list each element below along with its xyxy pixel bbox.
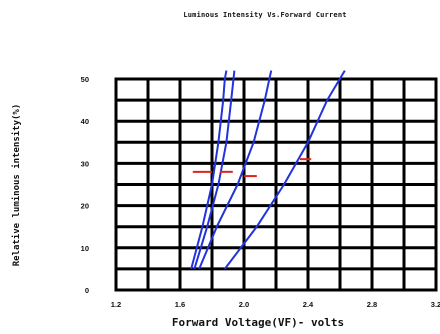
x-tick-label: 1.6	[175, 300, 185, 309]
x-tick-label: 3.2	[431, 300, 440, 309]
y-tick-labels: 0 10 20 30 40 50	[81, 75, 89, 295]
series-line-3	[198, 70, 273, 270]
x-tick-label: 1.2	[111, 300, 121, 309]
intensity-markers	[192, 158, 312, 178]
chart-title: Luminous Intensity Vs.Forward Current	[183, 11, 346, 19]
y-tick-label: 0	[85, 286, 89, 295]
series-lines	[190, 70, 346, 270]
x-tick-label: 2.8	[367, 300, 377, 309]
x-tick-labels: 1.2 1.6 2.0 2.4 2.8 3.2	[111, 300, 440, 309]
series-line-2	[193, 70, 236, 270]
series-line-4	[224, 70, 346, 270]
series-line-1	[190, 70, 228, 270]
y-tick-label: 10	[81, 244, 89, 253]
y-tick-label: 40	[81, 117, 89, 126]
y-tick-label: 30	[81, 159, 89, 168]
x-tick-label: 2.4	[303, 300, 314, 309]
y-tick-label: 50	[81, 75, 89, 84]
y-axis-label: Relative luminous intensity(%)	[11, 104, 22, 267]
x-axis-label: Forward Voltage(VF)- volts	[172, 316, 344, 329]
plot-grid	[114, 77, 438, 292]
x-tick-label: 2.0	[239, 300, 249, 309]
y-tick-label: 20	[81, 202, 89, 211]
